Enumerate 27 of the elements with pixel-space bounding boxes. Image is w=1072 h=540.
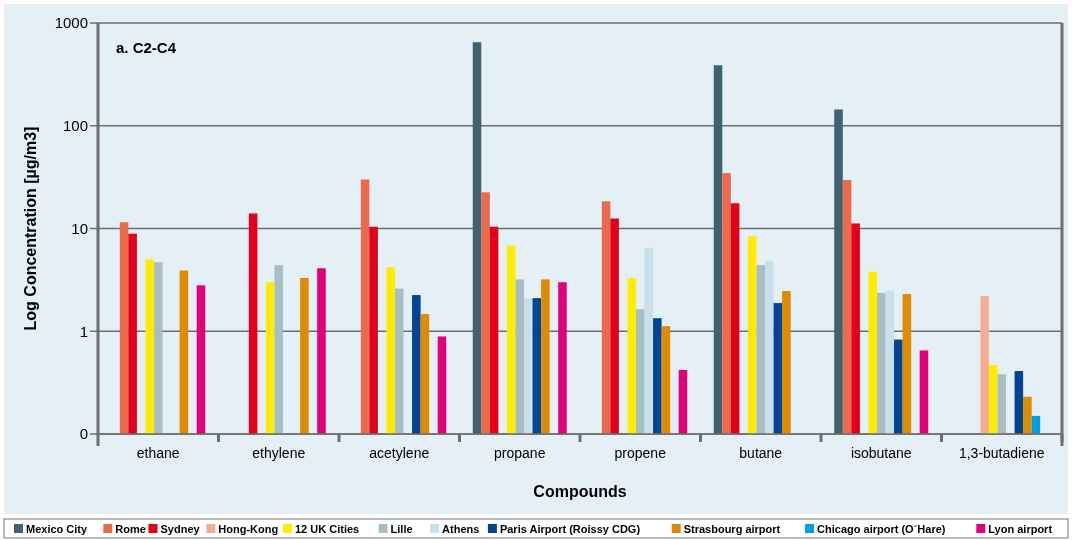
x-tick-label: propane [494,445,546,461]
x-axis-title: Compounds [533,483,627,500]
y-axis-title: Log Concentration [µg/m3] [22,126,39,331]
y-tick-label: 1 [79,322,88,340]
legend-label: 12 UK Cities [295,522,360,535]
x-tick-label: butane [739,445,783,461]
y-tick-label: 1000 [54,14,88,32]
x-tick-label: ethane [136,445,180,461]
x-tick-label: acetylene [369,445,430,461]
legend-label: Paris Airport (Roissy CDG) [499,522,641,535]
y-tick-label: 100 [62,117,88,134]
x-tick-label: isobutane [850,445,912,461]
legend-label: Sydney [160,522,201,535]
x-tick-label: 1,3-butadiene [958,445,1045,461]
text: a. C2-C4 [116,39,177,56]
legend-label: Lyon airport [988,522,1053,535]
x-tick-label: ethylene [252,445,306,461]
legend-label: Athens [442,522,480,535]
x-tick-label: propene [614,445,667,461]
legend-label: Chicago airport (O´Hare) [817,522,946,535]
legend-label: Strasbourg airport [683,522,781,535]
y-tick-label: 0 [79,425,88,443]
legend-label: Lille [390,522,413,535]
y-tick-label: 10 [71,219,88,237]
legend-label: Mexico City [26,522,89,535]
legend-label: Rome [115,522,146,535]
legend-label: Hong-Kong [218,522,279,535]
